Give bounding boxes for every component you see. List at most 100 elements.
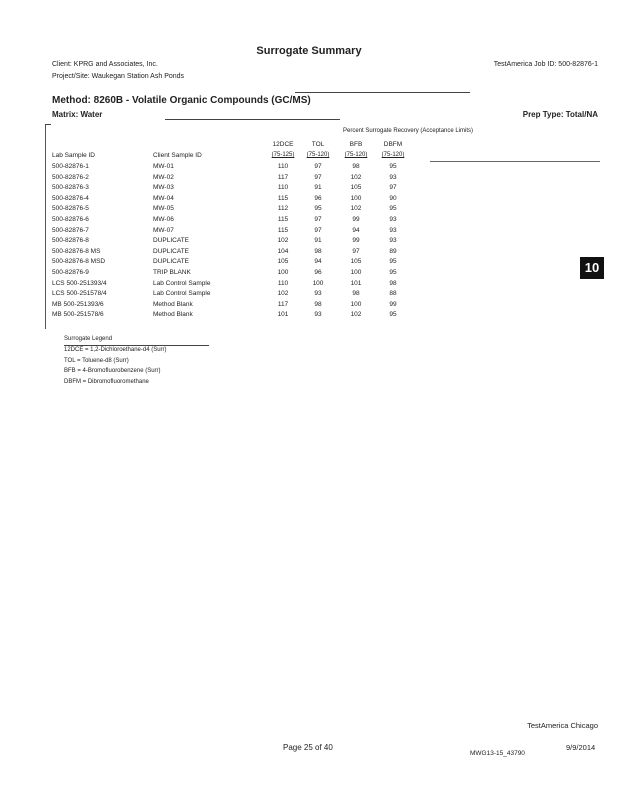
recovery-value: 93 bbox=[389, 226, 397, 234]
recovery-value: 98 bbox=[352, 290, 360, 298]
recovery-value: 105 bbox=[277, 258, 289, 266]
recovery-value: 117 bbox=[277, 300, 289, 308]
recovery-value: 115 bbox=[277, 216, 289, 223]
project-site: Project/Site: Waukegan Station Ash Ponds bbox=[52, 73, 185, 80]
recovery-value: 115 bbox=[277, 194, 289, 202]
lab-sample-id: 500-82876-3 bbox=[52, 184, 89, 192]
lab-sample-id: 500-82876-8 MSD bbox=[52, 258, 106, 266]
lab-sample-id: LCS 500-251393/4 bbox=[52, 279, 107, 287]
method: Method: 8260B - Volatile Organic Compoun… bbox=[52, 95, 311, 106]
recovery-value: 97 bbox=[389, 184, 397, 192]
legend-item: 12DCE = 1,2-Dichloroethane-d4 (Surr) bbox=[64, 347, 167, 353]
section-badge: 10 bbox=[580, 257, 604, 279]
client: Client: KPRG and Associates, Inc. bbox=[52, 61, 158, 68]
footer-stamp: MWG13-15_43790 bbox=[470, 750, 525, 757]
recovery-value: 95 bbox=[389, 258, 397, 266]
client-sample-id: MW-02 bbox=[153, 173, 174, 181]
recovery-value: 88 bbox=[389, 290, 397, 298]
recovery-value: 95 bbox=[389, 205, 397, 213]
lab-sample-id: MB 500-251578/6 bbox=[52, 311, 104, 319]
legend-title: Surrogate Legend bbox=[64, 336, 113, 342]
recovery-value: 99 bbox=[352, 216, 360, 223]
recovery-value: 105 bbox=[350, 184, 362, 192]
client-sample-id: DUPLICATE bbox=[153, 258, 189, 266]
surrogate-limits: (75-120) bbox=[381, 152, 405, 158]
recovery-value: 98 bbox=[352, 163, 360, 170]
legend-item: TOL = Toluene-d8 (Surr) bbox=[64, 357, 129, 364]
lab-sample-id: 500-82876-9 bbox=[52, 269, 89, 276]
legend-item: DBFM = Dibromofluoromethane bbox=[64, 378, 149, 385]
prep-type: Prep Type: Total/NA bbox=[522, 110, 598, 119]
recovery-value: 93 bbox=[389, 173, 397, 181]
job-id: TestAmerica Job ID: 500-82876-1 bbox=[493, 61, 598, 68]
recovery-value: 96 bbox=[314, 194, 322, 202]
lab-sample-id: 500-82876-8 bbox=[52, 237, 89, 245]
page-title: Surrogate Summary bbox=[256, 45, 362, 57]
recovery-value: 93 bbox=[389, 216, 397, 223]
lab-sample-id: 500-82876-7 bbox=[52, 226, 89, 234]
lab-sample-id: 500-82876-2 bbox=[52, 173, 89, 181]
recovery-value: 91 bbox=[314, 237, 322, 245]
client-sample-id: MW-07 bbox=[153, 226, 174, 234]
recovery-value: 89 bbox=[389, 247, 397, 255]
recovery-value: 105 bbox=[350, 258, 362, 266]
recovery-value: 102 bbox=[350, 173, 362, 181]
recovery-value: 117 bbox=[277, 173, 289, 181]
recovery-value: 101 bbox=[277, 311, 289, 319]
recovery-value: 102 bbox=[277, 237, 289, 245]
col-lab-sample-id: Lab Sample ID bbox=[52, 152, 95, 159]
recovery-value: 102 bbox=[350, 311, 362, 319]
page-number: Page 25 of 40 bbox=[283, 743, 333, 752]
recovery-value: 99 bbox=[389, 300, 397, 308]
recovery-value: 96 bbox=[314, 269, 322, 276]
recovery-value: 93 bbox=[314, 311, 322, 319]
surrogate-name: TOL bbox=[311, 141, 325, 148]
footer-lab: TestAmerica Chicago bbox=[527, 721, 598, 730]
recovery-value: 97 bbox=[314, 173, 322, 181]
recovery-value: 101 bbox=[350, 279, 362, 287]
surrogate-limits: (75-125) bbox=[271, 152, 295, 158]
client-sample-id: MW-01 bbox=[153, 163, 174, 170]
recovery-value: 95 bbox=[389, 163, 397, 170]
recovery-value: 104 bbox=[277, 247, 289, 255]
recovery-value: 94 bbox=[314, 258, 322, 266]
lab-sample-id: LCS 500-251578/4 bbox=[52, 290, 107, 298]
recovery-value: 97 bbox=[352, 247, 360, 255]
lab-sample-id: 500-82876-8 MS bbox=[52, 247, 101, 255]
recovery-value: 99 bbox=[352, 237, 360, 245]
recovery-value: 94 bbox=[352, 226, 360, 234]
recovery-value: 98 bbox=[389, 279, 397, 287]
lab-sample-id: 500-82876-5 bbox=[52, 205, 89, 213]
surrogate-limits: (75-120) bbox=[306, 152, 330, 158]
recovery-value: 95 bbox=[314, 205, 322, 213]
recovery-value: 90 bbox=[389, 194, 397, 202]
recovery-value: 93 bbox=[389, 237, 397, 245]
surrogate-name: 12DCE bbox=[272, 141, 294, 148]
surrogate-limits: (75-120) bbox=[344, 152, 368, 158]
recovery-value: 98 bbox=[314, 300, 322, 308]
recovery-value: 100 bbox=[312, 279, 324, 287]
recovery-value: 100 bbox=[350, 269, 362, 276]
recovery-value: 102 bbox=[277, 290, 289, 298]
matrix: Matrix: Water bbox=[52, 110, 103, 119]
lab-sample-id: 500-82876-1 bbox=[52, 163, 89, 170]
recovery-value: 95 bbox=[389, 311, 397, 319]
recovery-value: 95 bbox=[389, 269, 397, 276]
recovery-value: 98 bbox=[314, 247, 322, 255]
client-sample-id: MW-03 bbox=[153, 184, 174, 192]
lab-sample-id: 500-82876-6 bbox=[52, 216, 89, 223]
lab-sample-id: MB 500-251393/6 bbox=[52, 300, 104, 308]
surrogate-name: BFB bbox=[349, 141, 363, 148]
recovery-value: 112 bbox=[277, 205, 289, 213]
recovery-value: 100 bbox=[350, 194, 362, 202]
client-sample-id: DUPLICATE bbox=[153, 237, 189, 245]
recovery-value: 93 bbox=[314, 290, 322, 298]
recovery-value: 102 bbox=[350, 205, 362, 213]
recovery-value: 97 bbox=[314, 216, 322, 223]
group-header: Percent Surrogate Recovery (Acceptance L… bbox=[343, 128, 474, 134]
recovery-value: 97 bbox=[314, 226, 322, 234]
client-sample-id: DUPLICATE bbox=[153, 247, 189, 255]
recovery-value: 91 bbox=[314, 184, 322, 192]
col-client-sample-id: Client Sample ID bbox=[153, 152, 202, 159]
recovery-value: 97 bbox=[314, 163, 322, 170]
